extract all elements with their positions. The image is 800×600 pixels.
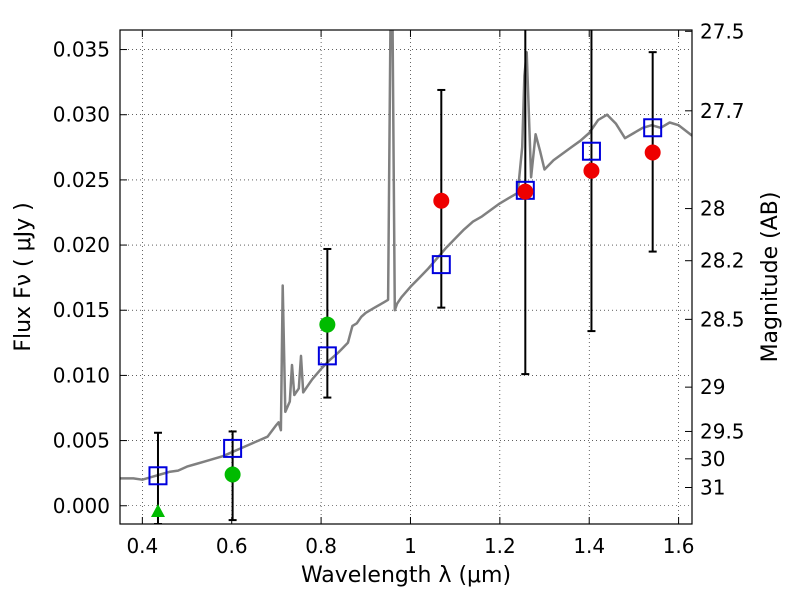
model-photometry-square [431, 255, 451, 275]
upper-limit-triangle [150, 503, 165, 517]
low-significance-point [319, 316, 336, 333]
tick-label-layer: 0.4 0.6 0.8 1 1.2 1.4 1.6 0.000 0.005 0.010 0.015 0… [53, 19, 745, 558]
marker-layer [148, 118, 663, 517]
detection-point [433, 192, 450, 209]
model-photometry-square [643, 118, 663, 138]
x-tick-label: 1 [404, 534, 417, 558]
x-tick-label: 0.8 [305, 534, 337, 558]
y-tick-label: 0.025 [53, 168, 110, 192]
model-photometry-square [581, 141, 601, 161]
x-tick-label: 0.4 [126, 534, 158, 558]
x-tick-label: 1.6 [663, 534, 695, 558]
y-tick-label: 0.005 [53, 429, 110, 453]
y-tick-label: 0.015 [53, 298, 110, 322]
mag-tick-label: 30 [700, 447, 725, 471]
x-tick-label: 0.6 [216, 534, 248, 558]
x-axis-title: Wavelength λ (μm) [301, 563, 511, 588]
y-tick-label: 0.020 [53, 233, 110, 257]
mag-tick-label: 31 [700, 476, 725, 500]
mag-tick-label: 28.5 [700, 307, 745, 331]
model-photometry-square [148, 466, 168, 486]
y-tick-label: 0.030 [53, 103, 110, 127]
model-spectrum-line [120, 30, 692, 481]
detection-point [644, 144, 661, 161]
mag-tick-label: 27.5 [700, 19, 745, 43]
low-significance-point [224, 466, 241, 483]
mag-tick-label: 28 [700, 197, 725, 221]
x-tick-label: 1.4 [573, 534, 605, 558]
y-axis-title: Flux Fν ( μJy ) [11, 202, 36, 351]
plot-frame [119, 29, 693, 525]
detection-point [583, 162, 600, 179]
mag-tick-label: 28.2 [700, 249, 745, 273]
y2-axis-title: Magnitude (AB) [758, 192, 783, 363]
y-tick-label: 0.010 [53, 363, 110, 387]
plot-area [120, 30, 692, 524]
y-tick-label: 0.035 [53, 38, 110, 62]
x-tick-label: 1.2 [484, 534, 516, 558]
mag-tick-label: 29.5 [700, 419, 745, 443]
grid [120, 30, 692, 524]
detection-point [517, 183, 534, 200]
y-tick-label: 0.000 [53, 494, 110, 518]
model-photometry-square [317, 346, 337, 366]
spectrum-layer [120, 30, 692, 481]
mag-tick-label: 29 [700, 375, 725, 399]
model-photometry-square [223, 438, 243, 458]
tick-layer [120, 30, 692, 524]
mag-tick-label: 27.7 [700, 99, 745, 123]
